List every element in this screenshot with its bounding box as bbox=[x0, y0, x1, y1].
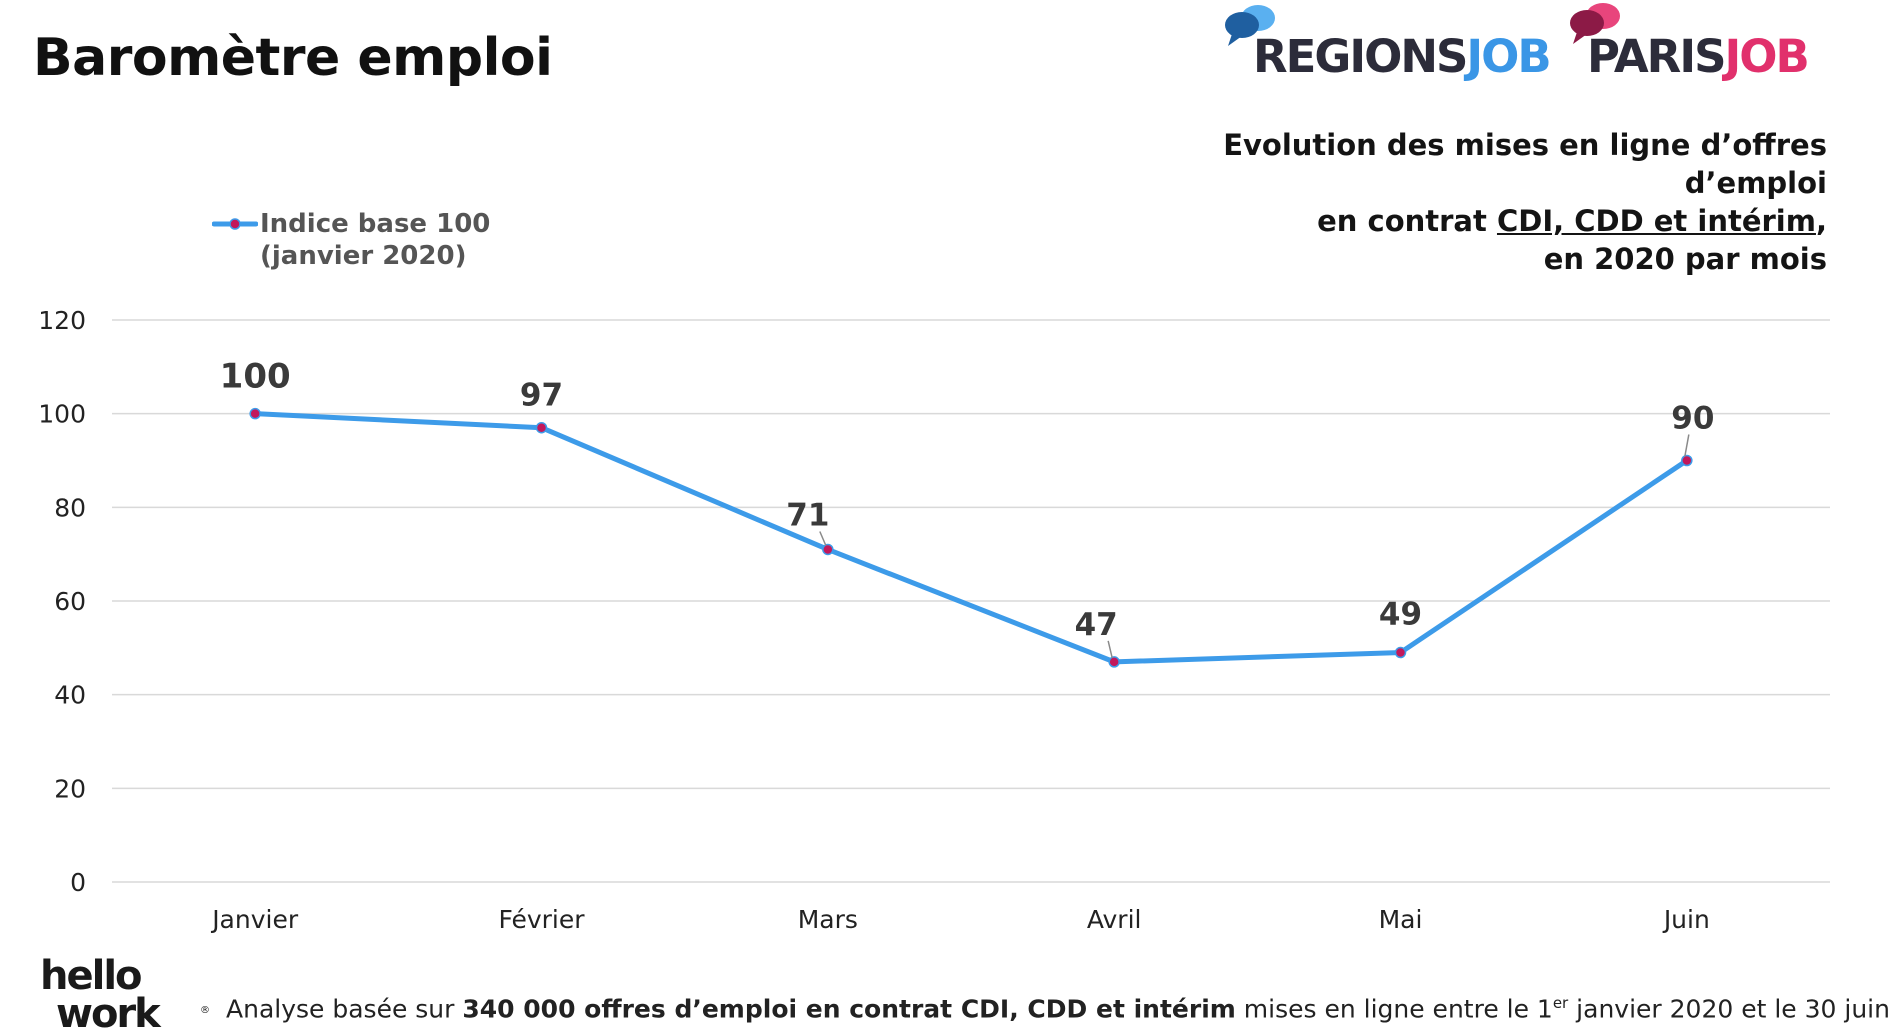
data-label-leader bbox=[819, 531, 827, 546]
subtitle-line-3: en 2020 par mois bbox=[1543, 242, 1827, 276]
y-tick-label: 40 bbox=[54, 681, 86, 710]
x-tick-label: Mars bbox=[798, 905, 858, 934]
x-tick-label: Février bbox=[498, 905, 585, 934]
line-chart: 0 20 40 60 80 100 120 Janvier Février Mars Avril M… bbox=[38, 306, 1830, 934]
data-label: 49 bbox=[1379, 597, 1422, 633]
legend-label: Indice base 100 (janvier 2020) bbox=[260, 209, 491, 271]
data-point bbox=[1681, 454, 1693, 467]
page-title: Baromètre emploi bbox=[33, 28, 553, 88]
hellowork-logo[interactable]: hello work ® bbox=[40, 955, 210, 1031]
x-tick-label: Janvier bbox=[210, 905, 299, 934]
data-label-leader bbox=[1684, 434, 1690, 457]
svg-text:work: work bbox=[56, 991, 162, 1031]
x-tick-label: Avril bbox=[1087, 905, 1142, 934]
svg-text:®: ® bbox=[200, 1005, 210, 1016]
chart-subtitle: Evolution des mises en ligne d’offres d’… bbox=[1107, 126, 1827, 278]
data-label: 90 bbox=[1671, 401, 1714, 437]
x-axis-ticks: Janvier Février Mars Avril Mai Juin bbox=[210, 905, 1710, 934]
y-tick-label: 20 bbox=[54, 774, 86, 803]
parisjob-logo[interactable]: PARISJOB bbox=[1587, 30, 1810, 83]
data-point bbox=[1108, 656, 1120, 668]
y-tick-label: 80 bbox=[54, 493, 86, 522]
data-label-leader bbox=[1107, 640, 1113, 659]
parisjob-bubble-icon bbox=[1570, 3, 1620, 44]
subtitle-line-1: Evolution des mises en ligne d’offres d’… bbox=[1223, 128, 1827, 200]
y-tick-label: 0 bbox=[70, 868, 86, 897]
x-tick-label: Mai bbox=[1379, 905, 1423, 934]
series-line-path bbox=[252, 411, 1690, 665]
regionsjob-bubble-icon bbox=[1225, 5, 1275, 46]
brand-logos: REGIONSJOB PARISJOB bbox=[1225, 0, 1825, 90]
data-point bbox=[249, 407, 261, 420]
data-label: 97 bbox=[520, 378, 563, 414]
data-labels: 100 97 71 47 49 90 bbox=[220, 357, 1714, 659]
y-tick-label: 100 bbox=[38, 400, 86, 429]
regionsjob-logo[interactable]: REGIONSJOB bbox=[1253, 30, 1552, 83]
data-label: 100 bbox=[220, 357, 291, 397]
data-label: 47 bbox=[1075, 607, 1118, 643]
grid-lines bbox=[112, 319, 1830, 883]
data-point bbox=[1394, 646, 1407, 659]
data-point bbox=[535, 421, 548, 434]
subtitle-line-2: en contrat CDI, CDD et intérim, bbox=[1317, 204, 1827, 238]
contract-types-underlined: CDI, CDD et intérim bbox=[1496, 204, 1816, 238]
y-tick-label: 60 bbox=[54, 587, 86, 616]
svg-text:hello: hello bbox=[40, 955, 141, 999]
x-tick-label: Juin bbox=[1662, 905, 1710, 934]
y-tick-label: 120 bbox=[38, 306, 86, 335]
legend-line-marker-icon bbox=[212, 218, 258, 230]
footer-note: Analyse basée sur 340 000 offres d’emplo… bbox=[226, 994, 1899, 1024]
data-label: 71 bbox=[786, 497, 829, 533]
series-line bbox=[249, 407, 1693, 668]
data-point bbox=[822, 543, 834, 556]
y-axis-ticks: 0 20 40 60 80 100 120 bbox=[38, 306, 86, 897]
